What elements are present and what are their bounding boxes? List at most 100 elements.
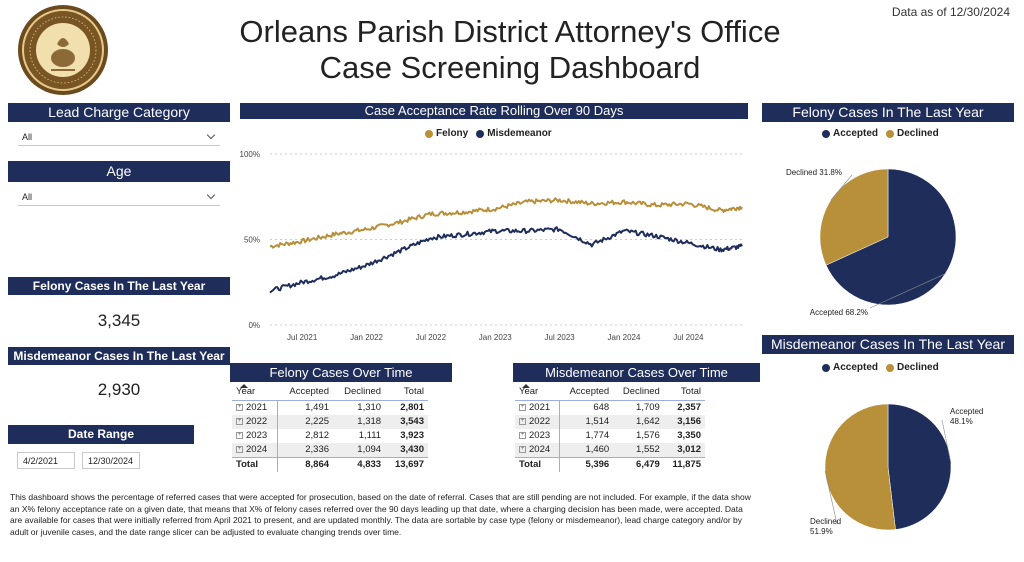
chevron-down-icon [206, 190, 216, 200]
legend-item-felony[interactable]: Felony [425, 128, 468, 139]
series-line-felony[interactable] [269, 197, 743, 249]
misdemeanor-pie-legend: Accepted Declined [822, 362, 943, 373]
misdemeanor-kpi-value: 2,930 [97, 380, 141, 399]
lead-charge-slicer-header: Lead Charge Category [8, 103, 230, 122]
total-cell: Total [232, 457, 279, 472]
pie-slice-declined[interactable] [824, 403, 896, 531]
column-header-declined[interactable]: Declined [333, 384, 386, 401]
legend-label-misdemeanor: Misdemeanor [487, 128, 552, 139]
table-cell: 2,336 [277, 443, 334, 458]
line-chart-gridlines [270, 153, 742, 326]
x-tick-label: Jan 2024 [608, 333, 641, 342]
pie-slice-accepted[interactable] [887, 403, 952, 530]
expand-row-icon[interactable]: + [519, 431, 526, 439]
pie-data-label: Declined [810, 517, 841, 526]
line-chart-legend: Felony Misdemeanor [425, 128, 556, 139]
table-cell: 3,923 [400, 430, 424, 441]
data-as-of-date: Data as of 12/30/2024 [891, 5, 1010, 19]
table-cell: 3,156 [663, 415, 705, 429]
pie-data-label: Accepted [950, 407, 983, 416]
misdemeanor-pie-title: Misdemeanor Cases In The Last Year [762, 335, 1014, 354]
legend-item-accepted[interactable]: Accepted [822, 128, 878, 139]
legend-label-declined: Declined [897, 128, 939, 139]
expand-row-icon[interactable]: + [236, 417, 243, 425]
legend-dot-declined [886, 129, 895, 138]
page-title-line2: Case Screening Dashboard [319, 50, 701, 85]
table-cell: 1,774 [585, 430, 610, 441]
y-tick-label: 50% [244, 236, 260, 245]
da-office-seal-logo [17, 4, 109, 96]
year-label: 2022 [529, 416, 551, 427]
total-cell: 6,479 [613, 457, 664, 472]
age-dropdown[interactable]: All [18, 188, 220, 206]
dashboard-description: This dashboard shows the percentage of r… [10, 492, 751, 537]
expand-row-icon[interactable]: + [236, 403, 243, 411]
series-line-misdemeanor[interactable] [269, 226, 743, 294]
legend-item-accepted[interactable]: Accepted [822, 362, 878, 373]
table-cell: 1,709 [636, 402, 660, 413]
legend-dot-felony [425, 129, 433, 138]
expand-row-icon[interactable]: + [236, 431, 243, 439]
line-chart-x-axis: Jul 2021 Jan 2022 Jul 2022 Jan 2023 Jul 2023… [287, 333, 704, 342]
expand-row-icon[interactable]: + [519, 445, 526, 453]
legend-label-felony: Felony [436, 128, 469, 139]
x-tick-label: Jul 2023 [545, 333, 576, 342]
pie-data-label: 51.9% [810, 527, 833, 536]
total-cell: 11,875 [663, 457, 705, 472]
felony-pie-chart: Accepted 68.2% Declined 31.8% [786, 168, 957, 317]
felony-pie-title: Felony Cases In The Last Year [762, 103, 1014, 122]
date-range-end-input[interactable]: 12/30/2024 [82, 452, 140, 469]
pie-leader-line [824, 470, 838, 525]
table-cell: 1,111 [358, 430, 382, 441]
expand-row-icon[interactable]: + [236, 445, 243, 453]
column-header-year[interactable]: Year [515, 384, 560, 401]
chevron-down-icon [206, 130, 216, 140]
column-header-total[interactable]: Total [663, 384, 705, 401]
table-row: +2021 648 1,709 2,357 [515, 400, 705, 415]
felony-kpi-value: 3,345 [97, 311, 141, 330]
table-cell: 2,225 [277, 415, 334, 429]
year-label: 2023 [529, 430, 551, 441]
column-header-accepted[interactable]: Accepted [277, 384, 334, 401]
column-header-total[interactable]: Total [385, 384, 428, 401]
felony-pie-legend: Accepted Declined [822, 128, 943, 139]
table-cell: 1,642 [613, 415, 664, 429]
legend-item-declined[interactable]: Declined [886, 362, 939, 373]
legend-item-declined[interactable]: Declined [886, 128, 939, 139]
lead-charge-dropdown[interactable]: All [18, 128, 220, 146]
legend-dot-accepted [822, 363, 830, 372]
x-tick-label: Jan 2023 [479, 333, 512, 342]
expand-row-icon[interactable]: + [519, 403, 526, 411]
acceptance-rate-line-chart: 100% 50% 0% Jul 2021 Jan 2022 Jul 2022 Jan 20… [240, 150, 743, 342]
felony-kpi-header: Felony Cases In The Last Year [8, 277, 230, 295]
table-cell: 1,318 [333, 415, 386, 429]
y-tick-label: 0% [248, 321, 260, 330]
x-tick-label: Jul 2024 [673, 333, 704, 342]
y-tick-label: 100% [240, 150, 260, 159]
expand-row-icon[interactable]: + [519, 417, 526, 425]
column-header-accepted[interactable]: Accepted [559, 384, 614, 401]
legend-dot-misdemeanor [476, 129, 485, 138]
pie-data-label: 48.1% [950, 417, 973, 426]
table-total-row: Total 8,864 4,833 13,697 [232, 457, 428, 472]
table-row: +2021 1,491 1,310 2,801 [232, 400, 428, 415]
table-cell: 3,543 [385, 415, 428, 429]
table-cell: 1,514 [559, 415, 614, 429]
date-range-start-input[interactable]: 4/2/2021 [17, 452, 75, 469]
table-row: +2022 1,514 1,642 3,156 [515, 415, 705, 429]
x-tick-label: Jan 2022 [350, 333, 383, 342]
year-label: 2022 [246, 416, 268, 427]
legend-item-misdemeanor[interactable]: Misdemeanor [476, 128, 552, 139]
legend-dot-accepted [822, 129, 830, 138]
year-label: 2024 [246, 444, 268, 455]
year-label: 2024 [529, 444, 551, 455]
table-row: +2022 2,225 1,318 3,543 [232, 415, 428, 429]
column-header-declined[interactable]: Declined [613, 384, 664, 401]
table-total-row: Total 5,396 6,479 11,875 [515, 457, 705, 472]
page-title: Orleans Parish District Attorney's Offic… [150, 14, 870, 86]
column-header-year[interactable]: Year [232, 384, 278, 401]
table-cell: 3,350 [677, 430, 701, 441]
table-row: +2023 2,812 1,111 3,923 [232, 429, 428, 443]
total-cell: 8,864 [277, 457, 334, 472]
